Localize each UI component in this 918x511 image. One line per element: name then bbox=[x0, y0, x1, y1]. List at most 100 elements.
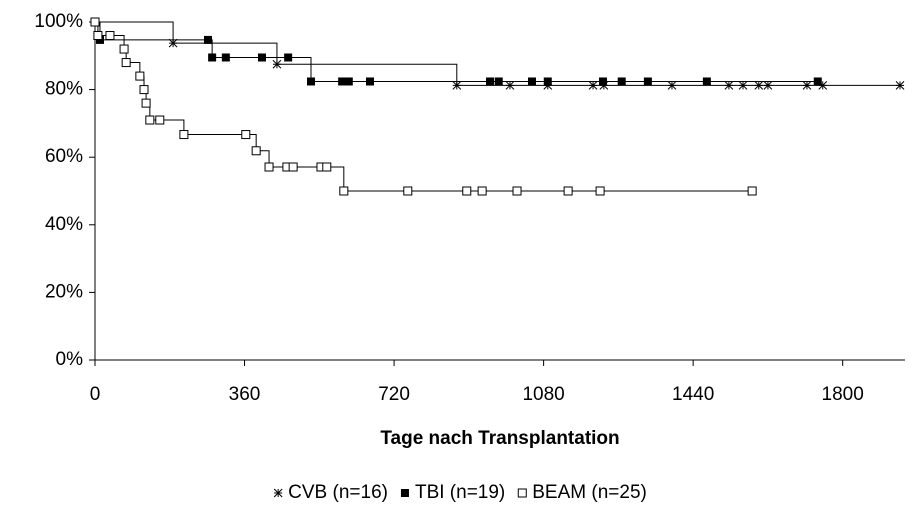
data-point bbox=[505, 81, 515, 90]
data-point bbox=[403, 186, 413, 196]
marker-square bbox=[135, 71, 145, 81]
data-point bbox=[339, 186, 349, 196]
data-point bbox=[588, 81, 598, 90]
legend-label: BEAM (n=25) bbox=[532, 482, 647, 503]
marker-square bbox=[139, 85, 149, 95]
data-point bbox=[747, 186, 757, 196]
marker-square bbox=[543, 77, 552, 86]
marker-square bbox=[208, 53, 217, 62]
data-point bbox=[221, 53, 230, 62]
marker-stroke bbox=[895, 81, 905, 90]
data-point bbox=[241, 130, 251, 140]
data-point bbox=[486, 77, 495, 86]
data-point bbox=[543, 77, 552, 86]
marker-square bbox=[105, 31, 115, 41]
marker-square bbox=[264, 162, 274, 172]
marker-square bbox=[179, 130, 189, 140]
marker-square bbox=[338, 77, 347, 86]
data-point bbox=[462, 186, 472, 196]
marker-stroke bbox=[754, 81, 764, 90]
marker-square bbox=[527, 77, 536, 86]
data-point bbox=[813, 77, 822, 86]
data-point bbox=[179, 130, 189, 140]
data-point bbox=[264, 162, 274, 172]
data-point bbox=[738, 81, 748, 90]
data-point bbox=[494, 77, 503, 86]
data-point bbox=[802, 81, 812, 90]
legend: CVB (n=16) TBI (n=19) BEAM (n=25) bbox=[273, 482, 647, 503]
marker-square bbox=[643, 77, 652, 86]
data-point bbox=[121, 58, 131, 68]
data-point bbox=[93, 31, 103, 41]
marker-square bbox=[595, 186, 605, 196]
marker-square bbox=[400, 489, 409, 497]
marker-square bbox=[599, 77, 608, 86]
x-tick-label: 720 bbox=[378, 384, 410, 405]
y-tick-label: 0% bbox=[56, 349, 84, 370]
x-tick-label: 360 bbox=[229, 384, 261, 405]
data-point bbox=[284, 53, 293, 62]
data-point bbox=[90, 17, 100, 27]
legend-item: BEAM (n=25) bbox=[517, 482, 647, 503]
marker-stroke bbox=[724, 81, 734, 90]
data-point bbox=[452, 81, 462, 90]
data-point bbox=[599, 77, 608, 86]
data-point bbox=[257, 53, 266, 62]
data-point bbox=[617, 77, 626, 86]
legend-item: CVB (n=16) bbox=[273, 482, 388, 503]
y-tick-label: 20% bbox=[45, 281, 83, 302]
marker-square bbox=[90, 17, 100, 27]
marker-square bbox=[307, 77, 315, 86]
marker-square bbox=[494, 77, 503, 86]
data-point bbox=[527, 77, 536, 86]
marker-stroke bbox=[588, 81, 598, 90]
data-point bbox=[208, 53, 217, 62]
data-point bbox=[365, 77, 374, 86]
marker-stroke bbox=[272, 59, 282, 69]
data-point bbox=[643, 77, 652, 86]
marker-square bbox=[563, 186, 573, 196]
marker-square bbox=[251, 146, 261, 156]
data-point bbox=[667, 81, 677, 90]
y-tick-label: 100% bbox=[34, 11, 83, 32]
marker-square bbox=[241, 130, 251, 140]
marker-square bbox=[93, 31, 103, 41]
marker-square bbox=[288, 162, 298, 172]
marker-square bbox=[145, 115, 155, 125]
data-point bbox=[119, 44, 129, 54]
marker-square bbox=[813, 77, 822, 86]
data-point bbox=[322, 162, 332, 172]
marker-stroke bbox=[763, 81, 773, 90]
data-point bbox=[563, 186, 573, 196]
marker-square bbox=[617, 77, 626, 86]
marker-stroke bbox=[818, 81, 828, 90]
marker-square bbox=[702, 77, 711, 86]
data-point bbox=[724, 81, 734, 90]
marker-stroke bbox=[802, 81, 812, 90]
y-tick-label: 40% bbox=[45, 214, 83, 235]
marker-square bbox=[322, 162, 332, 172]
marker-stroke bbox=[273, 488, 283, 498]
marker-square bbox=[365, 77, 374, 86]
marker-square bbox=[512, 186, 522, 196]
data-point bbox=[155, 115, 165, 125]
marker-stroke bbox=[452, 81, 462, 90]
x-axis-title: Tage nach Transplantation bbox=[380, 428, 619, 449]
marker-square bbox=[155, 115, 165, 125]
marker-stroke bbox=[505, 81, 515, 90]
data-point bbox=[702, 77, 711, 86]
data-point bbox=[168, 38, 178, 48]
data-point bbox=[895, 81, 905, 90]
data-point bbox=[307, 77, 315, 86]
x-tick-label: 1080 bbox=[522, 384, 564, 405]
x-tick-label: 1800 bbox=[822, 384, 864, 405]
marker-square bbox=[339, 186, 349, 196]
marker-square bbox=[203, 35, 212, 44]
marker-stroke bbox=[168, 38, 178, 48]
data-point bbox=[251, 146, 261, 156]
y-tick-label: 60% bbox=[45, 146, 83, 167]
marker-square bbox=[462, 186, 472, 196]
marker-square bbox=[257, 53, 266, 62]
data-point bbox=[595, 186, 605, 196]
